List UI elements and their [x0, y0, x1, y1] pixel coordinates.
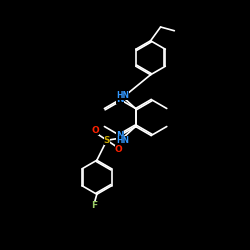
Text: N: N [116, 131, 124, 140]
Text: F: F [91, 202, 98, 210]
Text: O: O [115, 145, 122, 154]
Text: N: N [116, 95, 124, 104]
Text: S: S [104, 136, 110, 145]
Text: HN: HN [116, 136, 129, 145]
Text: HN: HN [116, 91, 129, 100]
Text: O: O [91, 126, 99, 135]
